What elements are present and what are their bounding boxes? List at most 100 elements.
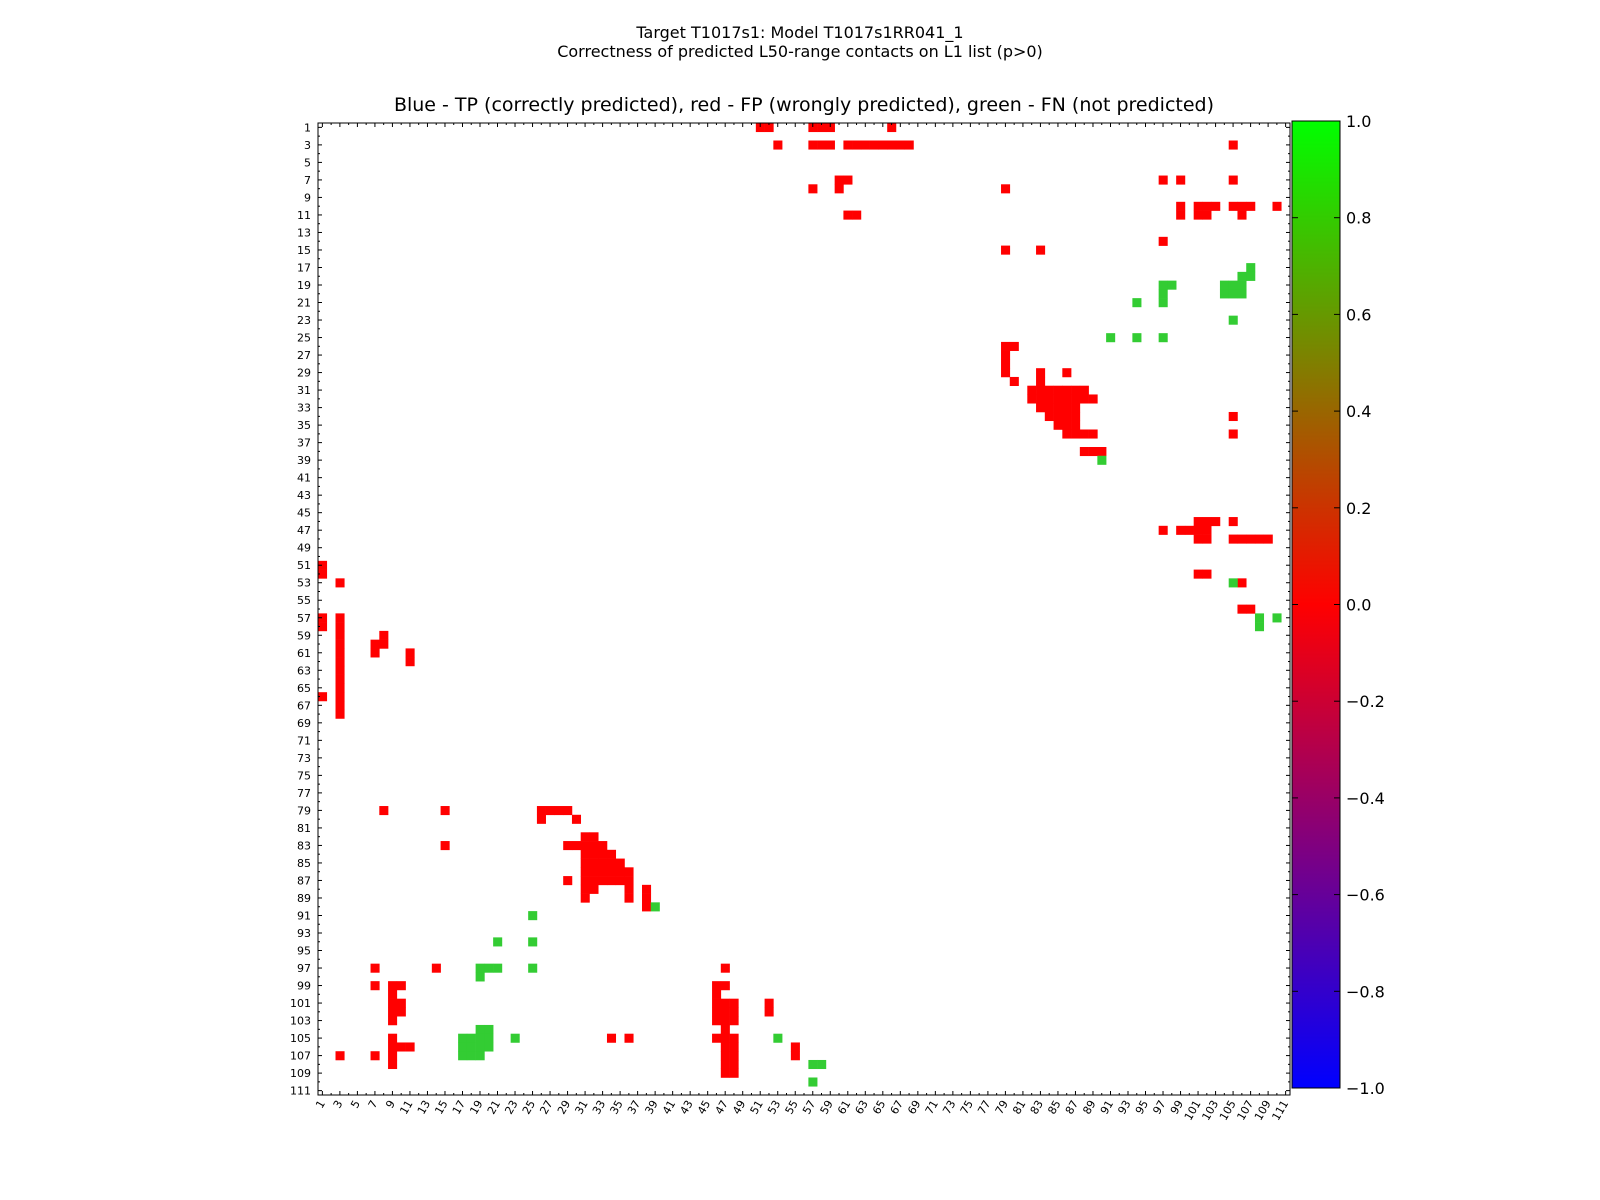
fp-contact-cell bbox=[580, 849, 590, 859]
y-tick-label: 47 bbox=[297, 524, 311, 537]
y-tick-label: 83 bbox=[297, 839, 311, 852]
fp-contact-cell bbox=[825, 140, 835, 150]
fp-contact-cell bbox=[729, 998, 739, 1008]
fn-contact-cell bbox=[528, 963, 538, 973]
colorbar-tick-label: 0.6 bbox=[1346, 305, 1371, 324]
fp-contact-cell bbox=[1079, 385, 1089, 395]
fp-contact-cell bbox=[563, 806, 573, 816]
fp-contact-cell bbox=[1211, 517, 1221, 527]
chart-title: Blue - TP (correctly predicted), red - F… bbox=[393, 94, 1215, 116]
fp-contact-cell bbox=[887, 123, 897, 133]
plot-frame bbox=[317, 122, 1291, 1096]
fp-contact-cell bbox=[589, 867, 599, 877]
fp-contact-cell bbox=[405, 1042, 415, 1052]
fp-contact-cell bbox=[1246, 604, 1256, 614]
fp-contact-cell bbox=[720, 998, 730, 1008]
fp-contact-cell bbox=[335, 1051, 345, 1061]
fn-contact-cell bbox=[1246, 271, 1256, 281]
fp-contact-cell bbox=[589, 832, 599, 842]
y-tick-label: 11 bbox=[297, 209, 311, 222]
fn-contact-cell bbox=[1132, 333, 1142, 343]
fp-contact-cell bbox=[1176, 201, 1186, 211]
fp-contact-cell bbox=[335, 622, 345, 632]
fp-contact-cell bbox=[606, 1033, 617, 1043]
fp-contact-cell bbox=[606, 858, 617, 868]
fp-contact-cell bbox=[1001, 245, 1011, 255]
colorbar-tick-label: −0.2 bbox=[1346, 692, 1385, 711]
x-tick-label: 65 bbox=[870, 1098, 888, 1117]
fp-contact-cell bbox=[1053, 403, 1063, 413]
fp-contact-cell bbox=[335, 665, 345, 675]
y-tick-label: 15 bbox=[297, 244, 311, 257]
y-tick-label: 97 bbox=[297, 962, 311, 975]
x-tick-label: 99 bbox=[1168, 1098, 1186, 1117]
fp-contact-cell bbox=[869, 140, 879, 150]
fp-contact-cell bbox=[1009, 376, 1019, 387]
fp-contact-cell bbox=[1088, 429, 1098, 439]
fp-contact-cell bbox=[580, 893, 590, 903]
fp-contact-cell bbox=[1193, 210, 1203, 220]
y-tick-label: 69 bbox=[297, 717, 311, 730]
fp-contact-cell bbox=[808, 140, 818, 150]
fp-contact-cell bbox=[1036, 394, 1046, 404]
fp-contact-cell bbox=[1071, 385, 1081, 395]
x-tick-label: 103 bbox=[1199, 1098, 1221, 1123]
fp-contact-cell bbox=[536, 814, 546, 824]
x-tick-label: 7 bbox=[366, 1098, 381, 1111]
fp-contact-cell bbox=[729, 1059, 739, 1070]
fp-contact-cell bbox=[1202, 210, 1212, 220]
y-tick-label: 75 bbox=[297, 769, 311, 782]
fp-contact-cell bbox=[379, 639, 389, 649]
x-tick-label: 19 bbox=[467, 1098, 485, 1117]
fp-contact-cell bbox=[580, 832, 590, 842]
fn-contact-cell bbox=[1158, 280, 1168, 290]
y-tick-label: 61 bbox=[297, 647, 311, 660]
y-tick-label: 59 bbox=[297, 629, 311, 642]
fp-contact-cell bbox=[1079, 447, 1089, 457]
fp-contact-cell bbox=[1237, 534, 1247, 544]
fp-contact-cell bbox=[1246, 201, 1256, 211]
fn-contact-cell bbox=[510, 1033, 520, 1043]
y-tick-label: 79 bbox=[297, 804, 311, 817]
fn-contact-cell bbox=[650, 902, 660, 912]
fp-contact-cell bbox=[1062, 411, 1072, 422]
fn-contact-cell bbox=[773, 1033, 783, 1043]
x-tick-label: 97 bbox=[1150, 1098, 1168, 1117]
x-tick-label: 107 bbox=[1234, 1098, 1256, 1123]
fp-contact-cell bbox=[318, 622, 328, 632]
x-tick-label: 87 bbox=[1063, 1098, 1081, 1117]
fn-contact-cell bbox=[1132, 298, 1142, 308]
fp-contact-cell bbox=[580, 884, 590, 894]
colorbar-tick-label: 0.4 bbox=[1346, 402, 1371, 421]
y-tick-label: 111 bbox=[290, 1085, 311, 1098]
x-tick-label: 53 bbox=[765, 1098, 783, 1117]
fp-contact-cell bbox=[720, 963, 730, 973]
fp-contact-cell bbox=[563, 841, 573, 851]
colorbar-tick-label: −0.8 bbox=[1346, 982, 1385, 1001]
y-tick-label: 35 bbox=[297, 419, 311, 432]
fp-contact-cell bbox=[642, 884, 652, 894]
y-tick-label: 67 bbox=[297, 699, 311, 712]
fp-contact-cell bbox=[598, 841, 608, 851]
fn-contact-cell bbox=[458, 1051, 468, 1061]
fp-contact-cell bbox=[388, 1059, 398, 1070]
y-tick-label: 73 bbox=[297, 752, 311, 765]
fp-contact-cell bbox=[1211, 201, 1221, 211]
fp-contact-cell bbox=[1036, 368, 1046, 378]
fp-contact-cell bbox=[388, 989, 398, 999]
fp-contact-cell bbox=[615, 858, 625, 868]
fp-contact-cell bbox=[1001, 184, 1011, 194]
fn-contact-cell bbox=[475, 1033, 485, 1043]
y-tick-label: 109 bbox=[290, 1067, 311, 1080]
fn-contact-cell bbox=[528, 937, 538, 947]
fp-contact-cell bbox=[598, 867, 608, 877]
fp-contact-cell bbox=[606, 867, 617, 877]
fp-contact-cell bbox=[1228, 140, 1238, 150]
x-tick-label: 69 bbox=[905, 1098, 923, 1117]
fp-contact-cell bbox=[318, 560, 328, 570]
fp-contact-cell bbox=[1158, 236, 1168, 246]
fn-contact-cell bbox=[1237, 271, 1247, 281]
fp-contact-cell bbox=[318, 613, 328, 623]
page-subtitle: Correctness of predicted L50-range conta… bbox=[557, 42, 1043, 61]
